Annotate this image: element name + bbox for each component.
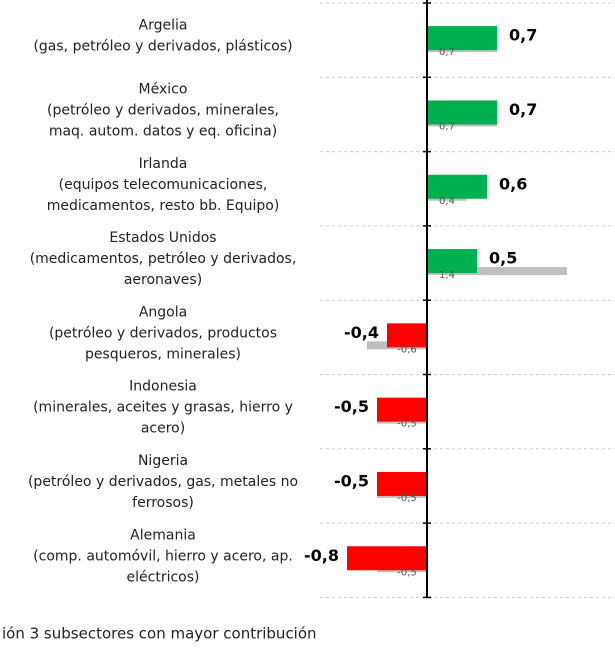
bar: [427, 100, 497, 125]
secondary-label: -0,5: [397, 419, 417, 430]
category-label: (minerales, aceites y grasas, hierro y: [33, 400, 293, 416]
value-label: 0,6: [499, 174, 527, 193]
category-label: Nigeria: [138, 453, 188, 469]
category-label: pesqueros, minerales): [85, 346, 241, 362]
category-label: Alemania: [130, 527, 196, 543]
secondary-label: -0,5: [397, 493, 417, 504]
category-label: (petróleo y derivados, gas, metales no: [28, 474, 298, 490]
bar: [427, 26, 497, 51]
category-label: medicamentos, resto bb. Equipo): [47, 198, 280, 214]
category-label: maq. autom. datos y eq. oficina): [49, 123, 277, 139]
secondary-bar: [427, 267, 567, 276]
secondary-label: 0,4: [439, 196, 455, 207]
category-label: (gas, petróleo y derivados, plásticos): [33, 39, 292, 55]
secondary-label: -0,5: [397, 567, 417, 578]
category-label: Angola: [139, 304, 187, 320]
value-label: -0,4: [344, 323, 379, 342]
category-label: acero): [141, 421, 185, 437]
category-label: Indonesia: [129, 379, 197, 395]
secondary-label: 0,7: [439, 121, 455, 132]
bar: [377, 397, 427, 422]
category-label: (equipos telecomunicaciones,: [59, 177, 268, 193]
category-label: (petróleo y derivados, minerales,: [47, 102, 279, 118]
secondary-label: -0,6: [397, 344, 417, 355]
category-label: (medicamentos, petróleo y derivados,: [30, 251, 297, 267]
value-label: 0,7: [509, 100, 537, 119]
category-label: (petróleo y derivados, productos: [49, 325, 277, 341]
secondary-label: 0,7: [439, 47, 455, 58]
category-label: eléctricos): [127, 569, 200, 585]
value-label: -0,5: [334, 471, 369, 490]
category-label: aeronaves): [124, 272, 202, 288]
value-label: 0,5: [489, 249, 517, 268]
bar: [427, 249, 477, 274]
bar: [427, 174, 487, 199]
category-label: Irlanda: [139, 156, 188, 172]
category-label: (comp. automóvil, hierro y acero, ap.: [33, 548, 293, 564]
value-label: -0,8: [304, 546, 339, 565]
category-label: México: [139, 81, 188, 97]
category-label: Argelia: [139, 18, 188, 34]
category-label: ferrosos): [132, 495, 194, 511]
value-label: -0,5: [334, 397, 369, 416]
bar: [377, 471, 427, 496]
bar: [347, 546, 427, 571]
value-label: 0,7: [509, 26, 537, 45]
secondary-label: 1,4: [439, 270, 455, 281]
bar: [387, 323, 427, 348]
category-label: Estados Unidos: [109, 230, 216, 246]
note: ión 3 subsectores con mayor contribución: [2, 625, 317, 643]
